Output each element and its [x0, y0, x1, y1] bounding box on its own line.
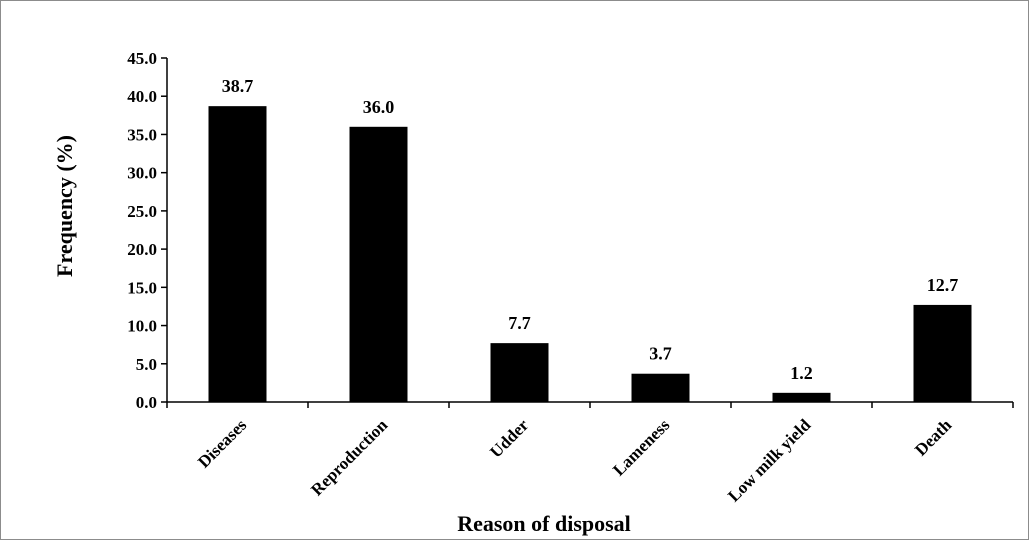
- y-tick-label: 45.0: [127, 49, 157, 68]
- category-label: Death: [911, 415, 956, 460]
- y-tick-label: 35.0: [127, 125, 157, 144]
- data-label: 7.7: [508, 313, 531, 333]
- bar-reproduction: [349, 126, 408, 403]
- bar-udder: [490, 343, 549, 402]
- y-tick-label: 25.0: [127, 202, 157, 221]
- x-axis-ticks: [166, 402, 1014, 408]
- y-tick-label: 20.0: [127, 240, 157, 259]
- y-tick-label: 5.0: [136, 355, 157, 374]
- data-label: 38.7: [222, 76, 254, 96]
- category-label: Udder: [486, 415, 532, 461]
- category-label: Diseases: [194, 415, 250, 471]
- bar-lameness: [631, 373, 690, 402]
- category-label: Lameness: [609, 415, 673, 479]
- data-label: 1.2: [790, 363, 813, 383]
- y-axis-ticks: 0.0 5.0 10.0 15.0 20.0 25.0 30.0 35.0 40.0 45.0: [127, 49, 167, 412]
- data-label: 12.7: [927, 275, 959, 295]
- y-tick-label: 40.0: [127, 87, 157, 106]
- data-label: 3.7: [649, 344, 672, 364]
- bar-diseases: [208, 106, 267, 402]
- y-axis-title: Frequency (%): [52, 135, 77, 277]
- y-tick-label: 10.0: [127, 317, 157, 336]
- bar-death: [913, 304, 972, 402]
- y-tick-label: 30.0: [127, 164, 157, 183]
- y-tick-label: 0.0: [136, 393, 157, 412]
- data-labels: 38.7 36.0 7.7 3.7 1.2 12.7: [222, 76, 959, 383]
- category-label: Reproduction: [307, 415, 391, 499]
- x-axis-title: Reason of disposal: [457, 511, 631, 536]
- category-label: Low milk yield: [724, 415, 815, 506]
- bar-low-milk-yield: [772, 392, 831, 402]
- y-tick-label: 15.0: [127, 278, 157, 297]
- category-labels: Diseases Reproduction Udder Lameness Low mil…: [194, 415, 956, 506]
- bars: [208, 106, 972, 403]
- data-label: 36.0: [363, 97, 395, 117]
